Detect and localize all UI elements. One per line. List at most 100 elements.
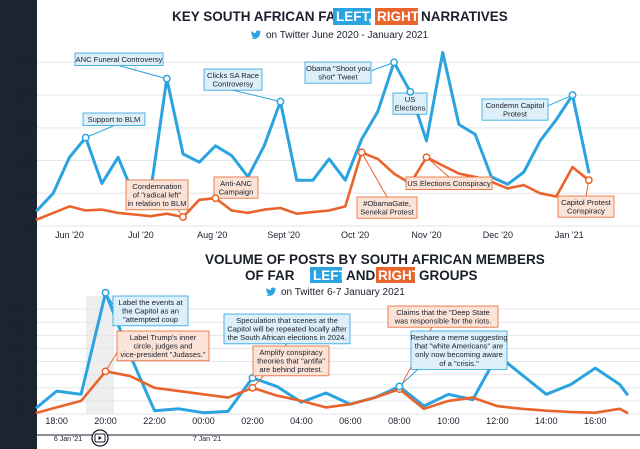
chart1-title-right: RIGHT — [377, 9, 420, 24]
annotation-text: Reshare a meme suggesting — [410, 333, 507, 342]
chart2-subtitle: on Twitter 6-7 January 2021 — [281, 287, 405, 298]
y-tick-label: 100 — [7, 344, 24, 355]
x-tick-label: Dec '20 — [483, 230, 513, 240]
chart2-right-highlight — [376, 267, 415, 283]
play-button[interactable] — [91, 429, 109, 447]
chart1-subtitle: on Twitter June 2020 - January 2021 — [266, 30, 429, 41]
y-tick-label: 20 — [13, 396, 25, 407]
annotation-leader — [232, 89, 281, 103]
y-tick-label: 1000 — [10, 58, 33, 69]
x-tick-label: 16:00 — [584, 416, 607, 426]
chart1-right-highlight — [375, 8, 418, 25]
annotation-leader — [85, 125, 115, 139]
annotation-text: Conspiracy — [567, 207, 605, 216]
dark-sidebar — [0, 0, 37, 449]
annotation-text: #ObamaGate, — [363, 199, 411, 208]
x-tick-label: 20:00 — [94, 416, 117, 426]
annotation-marker — [248, 383, 257, 392]
annotation-text: only now becoming aware — [415, 350, 503, 359]
annotation-box — [82, 112, 146, 127]
annotation-box — [387, 305, 499, 328]
chart2-left-highlight — [310, 267, 342, 283]
chart2-title-part1: OF FAR — [245, 268, 295, 283]
annotation-marker — [406, 87, 415, 96]
annotation-marker — [179, 213, 188, 221]
chart2-title-part2: GROUPS — [419, 268, 478, 283]
chart2: 0 20 40 60 80 100 120 140 160 18:00 20:00 22:00 00:0… — [7, 288, 640, 426]
annotation-text: Senekal Protest — [360, 208, 414, 217]
x-tick-label: 08:00 — [388, 416, 411, 426]
annotation-text: US — [405, 95, 416, 104]
annotation-text: Anti-ANC — [220, 179, 252, 188]
annotation-text: circle, judges and — [133, 342, 192, 351]
chart2-title-left: LEFT — [313, 268, 347, 283]
annotation-text: theories that "antifa" — [257, 357, 325, 366]
x-tick-label: 12:00 — [486, 416, 509, 426]
chart2-title-and: AND — [346, 268, 375, 283]
annotation-text: was responsible for the riots. — [394, 317, 492, 326]
annotation-text: Clicks SA Race — [207, 71, 259, 80]
annotation-text: Support to BLM — [88, 115, 141, 124]
annotation-text: Condemn Capitol — [486, 101, 545, 110]
annotation-text: Amplify conspiracy — [259, 348, 323, 357]
annotation-box — [356, 196, 418, 219]
annotation-box — [116, 330, 210, 362]
annotation-text: Capitol Protest — [561, 198, 612, 207]
x-tick-label: 02:00 — [241, 416, 264, 426]
annotation-box — [557, 195, 615, 218]
annotation-text: Label Trump's inner — [130, 333, 197, 342]
annotation-text: of "radical left" — [133, 191, 182, 200]
y-tick-label: 600 — [15, 123, 32, 134]
annotation-leader — [118, 65, 167, 80]
timeline-date-left: 6 Jan '21 — [54, 436, 82, 443]
annotation-text: Controversy — [213, 80, 254, 89]
chart1: 0 200 400 600 800 1000 Jun '20 Jul '20 Aug '20 Se… — [10, 51, 640, 240]
annotation-text: Capitol will be repeated locally after — [227, 325, 347, 334]
annotation-marker — [276, 97, 285, 106]
timeline-date-right: 7 Jan '21 — [193, 436, 221, 443]
chart1-title-part1: KEY SOUTH AFRICAN FAR — [172, 9, 346, 24]
x-tick-label: 18:00 — [45, 416, 68, 426]
annotation-text: the South African elections in 2024. — [227, 333, 346, 342]
chart1-title-left: LEFT, — [336, 9, 372, 24]
annotation-text: Condemnation — [132, 182, 181, 191]
annotation-leader — [426, 156, 450, 178]
annotation-marker — [395, 382, 404, 391]
annotation-text: Claims that the "Deep State — [396, 308, 489, 317]
chart1-title: KEY SOUTH AFRICAN FAR LEFT, RIGHT NARRAT… — [172, 8, 508, 25]
x-tick-label: 14:00 — [535, 416, 558, 426]
annotation-text: Obama "Shoot you — [306, 64, 370, 73]
y-tick-label: 160 — [7, 305, 24, 316]
x-tick-label: Jun '20 — [55, 230, 84, 240]
annotation-text: Speculation that scenes at the — [236, 316, 338, 325]
x-tick-label: 04:00 — [290, 416, 313, 426]
chart2-title: VOLUME OF POSTS BY SOUTH AFRICAN MEMBERS… — [205, 252, 545, 283]
annotation-marker — [568, 91, 577, 100]
play-triangle-icon — [98, 436, 102, 440]
chart2-title-line1: VOLUME OF POSTS BY SOUTH AFRICAN MEMBERS — [205, 252, 545, 267]
y-tick-label: 800 — [15, 91, 32, 102]
y-tick-label: 140 — [7, 318, 24, 329]
annotation-box — [481, 98, 549, 121]
annotation-marker — [248, 373, 257, 382]
annotation-text: in relation to BLM — [127, 199, 186, 208]
y-tick-label: 200 — [15, 189, 32, 200]
x-tick-label: Aug '20 — [197, 230, 227, 240]
annotation-text: Campaign — [219, 188, 254, 197]
x-tick-label: Jul '20 — [128, 230, 154, 240]
annotation-box — [405, 176, 493, 191]
twitter-icon — [266, 287, 276, 296]
annotation-text: of a "crisis." — [439, 359, 479, 368]
y-tick-label: 0 — [26, 222, 32, 233]
y-tick-label: 120 — [7, 331, 24, 342]
y-tick-label: 400 — [15, 156, 32, 167]
annotation-text: Elections — [395, 104, 426, 113]
annotation-marker — [101, 367, 110, 376]
annotation-marker — [422, 153, 431, 162]
annotation-text: are behind protest. — [259, 365, 322, 374]
x-tick-label: Jan '21 — [555, 230, 584, 240]
series-line-right — [35, 151, 591, 221]
annotation-text: vice-president "Judases." — [120, 350, 205, 359]
play-icon — [94, 433, 106, 443]
